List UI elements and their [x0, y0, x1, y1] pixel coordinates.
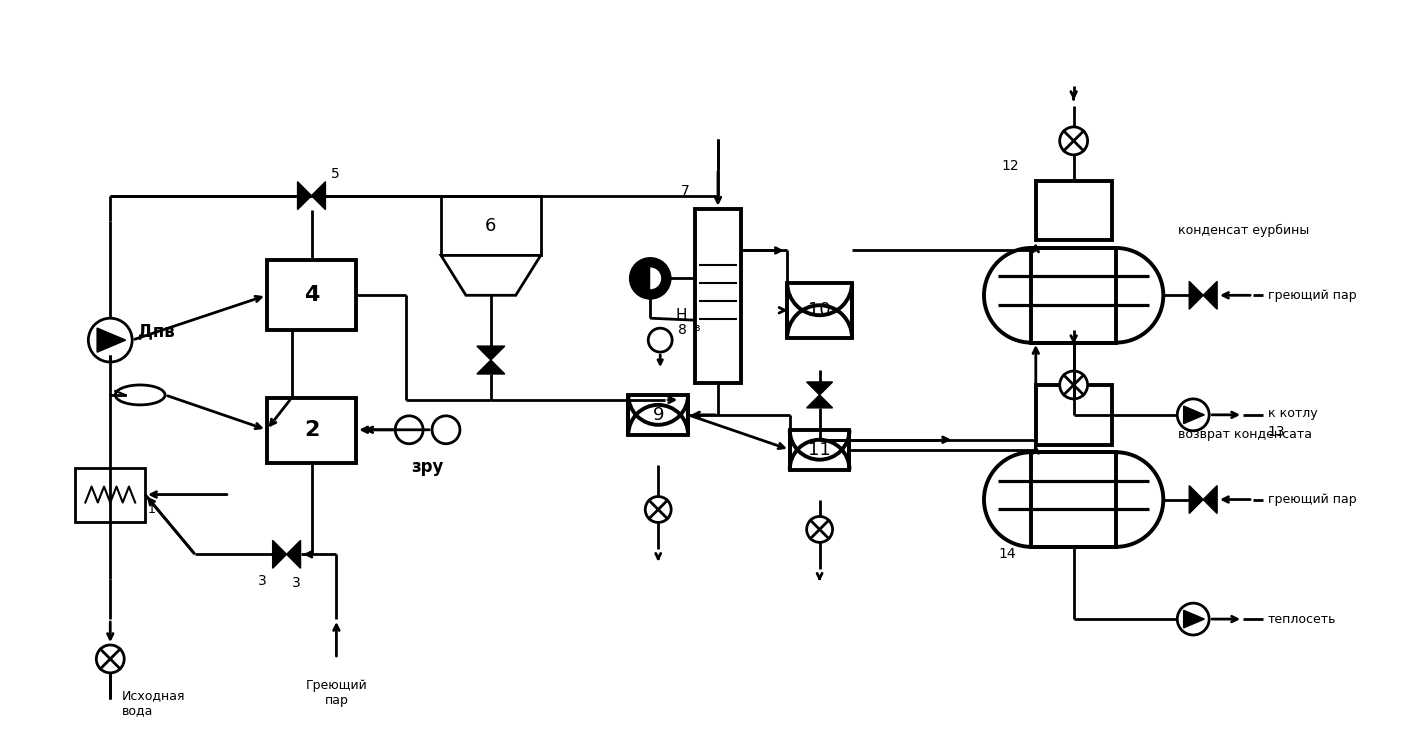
Text: теплосеть: теплосеть: [1268, 612, 1337, 626]
Text: 10: 10: [808, 301, 831, 320]
Bar: [267, 398, 357, 463]
Text: Греющий
пар: Греющий пар: [306, 679, 367, 707]
Circle shape: [1177, 603, 1210, 635]
Text: Дпв: Дпв: [139, 322, 174, 340]
Circle shape: [630, 259, 670, 298]
Circle shape: [638, 267, 663, 291]
Polygon shape: [287, 540, 300, 568]
Circle shape: [396, 416, 423, 444]
Bar: [695, 209, 741, 383]
Text: возврат конденсата: возврат конденсата: [1178, 428, 1312, 441]
Text: 9: 9: [653, 406, 664, 424]
Circle shape: [89, 318, 133, 362]
Bar: [76, 468, 146, 522]
Text: в: в: [694, 323, 701, 333]
Text: греющий пар: греющий пар: [1268, 493, 1357, 506]
Polygon shape: [1204, 282, 1217, 309]
Polygon shape: [1184, 610, 1204, 628]
Circle shape: [433, 416, 460, 444]
Text: 1: 1: [149, 503, 156, 516]
Bar: [790, 430, 850, 469]
Polygon shape: [477, 346, 504, 360]
Polygon shape: [807, 382, 833, 395]
Text: 8: 8: [678, 323, 687, 337]
Circle shape: [1060, 127, 1088, 155]
Polygon shape: [441, 256, 541, 295]
Text: 11: 11: [808, 441, 831, 459]
Text: 3: 3: [291, 576, 300, 590]
Text: 3: 3: [258, 574, 267, 589]
Text: 7: 7: [681, 184, 690, 197]
Polygon shape: [97, 328, 126, 352]
Bar: [628, 395, 688, 435]
Text: 4: 4: [304, 285, 320, 305]
Text: Исходная
вода: Исходная вода: [123, 689, 186, 717]
Text: к котлу: к котлу: [1268, 407, 1318, 420]
Text: 2: 2: [304, 419, 320, 440]
Ellipse shape: [116, 385, 166, 405]
Text: 12: 12: [1001, 159, 1018, 173]
Circle shape: [807, 516, 833, 542]
Bar: [1035, 385, 1111, 445]
Polygon shape: [477, 360, 504, 374]
Polygon shape: [273, 540, 287, 568]
Text: Н: Н: [675, 308, 687, 323]
Text: греющий пар: греющий пар: [1268, 289, 1357, 302]
Circle shape: [648, 328, 673, 352]
Circle shape: [1060, 371, 1088, 399]
Text: 14: 14: [1000, 548, 1017, 561]
Bar: [1035, 181, 1111, 241]
Bar: [1031, 248, 1117, 343]
Text: зру: зру: [411, 457, 443, 475]
Polygon shape: [1190, 486, 1204, 513]
Polygon shape: [1184, 406, 1204, 424]
Polygon shape: [441, 196, 541, 256]
Text: 13: 13: [1268, 425, 1285, 439]
Wedge shape: [630, 259, 650, 298]
Polygon shape: [297, 182, 311, 209]
Polygon shape: [1204, 486, 1217, 513]
Text: конденсат еурбины: конденсат еурбины: [1178, 224, 1309, 237]
Bar: [787, 283, 853, 337]
Circle shape: [645, 496, 671, 522]
Text: 6: 6: [486, 217, 497, 235]
Circle shape: [1177, 399, 1210, 431]
Circle shape: [96, 645, 124, 673]
Polygon shape: [311, 182, 326, 209]
Polygon shape: [1190, 282, 1204, 309]
Bar: [1031, 452, 1117, 547]
Polygon shape: [807, 395, 833, 408]
Text: 5: 5: [331, 167, 340, 181]
Bar: [267, 261, 357, 330]
